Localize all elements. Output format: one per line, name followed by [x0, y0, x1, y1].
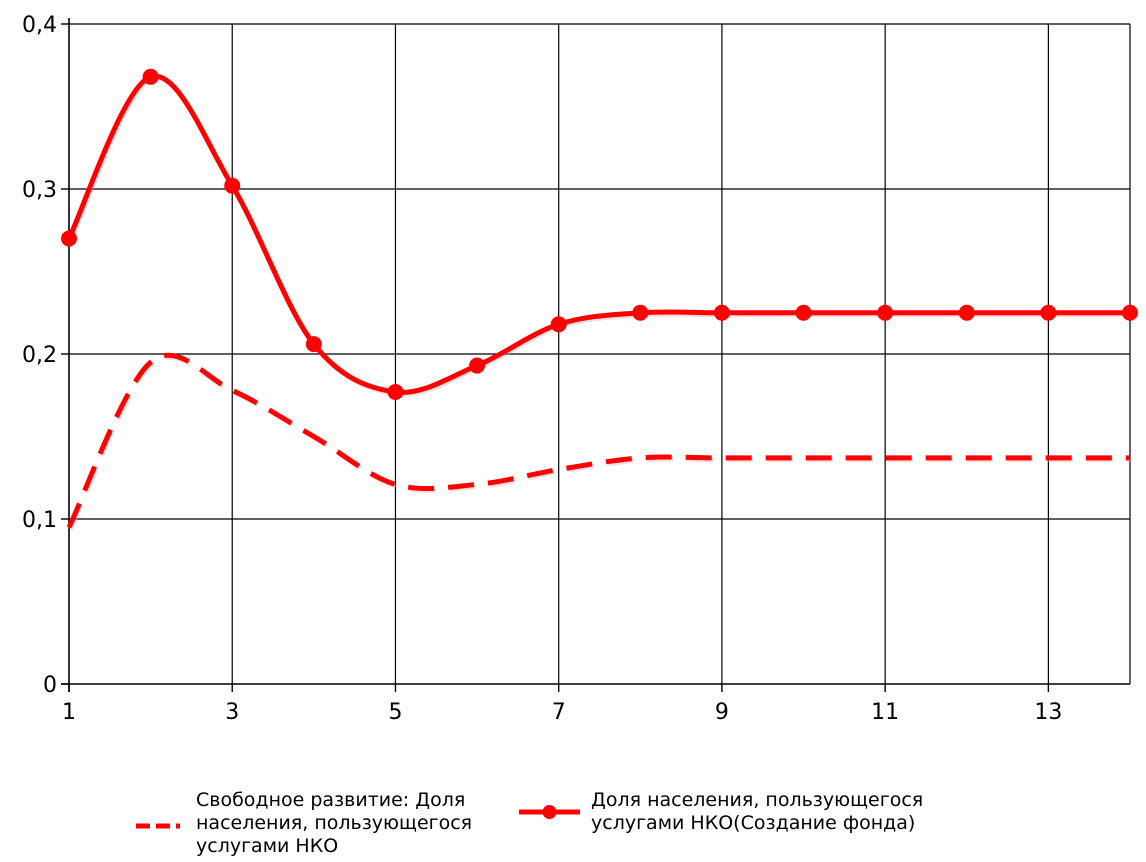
series-1-point-7 — [632, 304, 649, 321]
series-0 — [66, 352, 1132, 531]
axes — [61, 18, 1130, 692]
y-tick-label-3: 0,3 — [22, 178, 57, 203]
series-1-point-12 — [1040, 304, 1057, 321]
y-tick-label-4: 0,4 — [22, 13, 57, 38]
y-axis-ticks: 0 0,1 0,2 0,3 0,4 — [22, 13, 69, 698]
series-1-point-2 — [224, 177, 241, 194]
legend-label-1-line-1: услугами НКО(Создание фонда) — [591, 812, 915, 834]
x-tick-label-5: 11 — [871, 700, 899, 725]
x-tick-label-2: 5 — [388, 700, 402, 725]
x-tick-label-1: 3 — [225, 700, 239, 725]
series-1-point-9 — [795, 304, 812, 321]
y-tick-label-1: 0,1 — [22, 508, 57, 533]
series-1-point-10 — [877, 304, 894, 321]
series-1-point-0 — [61, 230, 77, 247]
grid — [69, 23, 1131, 684]
series-1-point-1 — [142, 68, 159, 85]
series-1-point-11 — [958, 304, 975, 321]
x-tick-label-4: 9 — [715, 700, 729, 725]
x-tick-label-6: 13 — [1034, 700, 1062, 725]
y-tick-label-2: 0,2 — [22, 343, 57, 368]
series-1-point-5 — [469, 357, 486, 374]
series-1 — [61, 68, 1138, 400]
series-1-point-8 — [713, 304, 730, 321]
legend-label-0-line-0: Свободное развитие: Доля — [196, 789, 465, 811]
series-1-point-6 — [550, 316, 567, 333]
series-0-shadow — [68, 354, 1132, 531]
legend-label-0-line-1: населения, пользующегося — [196, 812, 472, 834]
x-tick-label-3: 7 — [552, 700, 566, 725]
legend-marker-1 — [542, 805, 557, 819]
series-0-line — [66, 352, 1130, 529]
legend-label-1-line-0: Доля населения, пользующегося — [591, 789, 923, 811]
x-axis-ticks: 1 3 5 7 9 11 13 — [62, 684, 1062, 725]
series-1-point-3 — [305, 336, 322, 353]
y-tick-label-0: 0 — [43, 673, 57, 698]
series-1-point-4 — [387, 383, 404, 400]
legend-label-0-line-2: услугами НКО — [196, 835, 338, 857]
series-1-shadow — [68, 75, 1132, 397]
series-1-point-13 — [1122, 304, 1138, 321]
x-tick-label-0: 1 — [62, 700, 76, 725]
series-1-line — [66, 73, 1130, 395]
series-layer — [61, 68, 1138, 531]
